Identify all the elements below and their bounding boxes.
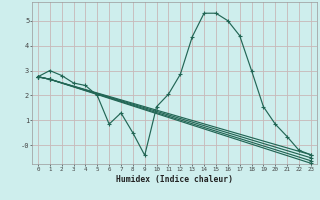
X-axis label: Humidex (Indice chaleur): Humidex (Indice chaleur)	[116, 175, 233, 184]
